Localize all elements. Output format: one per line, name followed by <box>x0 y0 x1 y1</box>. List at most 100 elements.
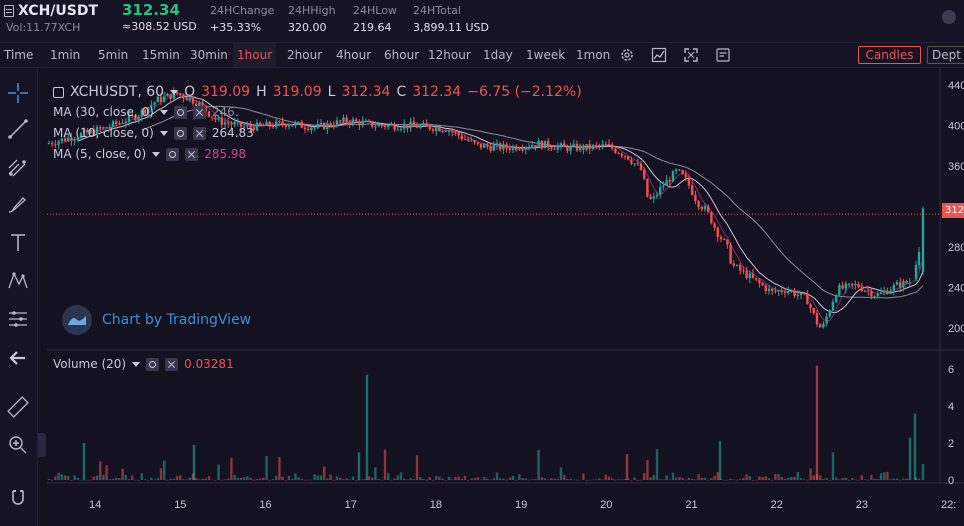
expand-toolbar-tab[interactable] <box>38 433 46 457</box>
candle-body <box>329 123 332 127</box>
interval-1mon[interactable]: 1mon <box>576 48 611 62</box>
gear-icon[interactable] <box>173 126 187 140</box>
magnet-icon[interactable] <box>5 486 31 512</box>
candle-body <box>550 147 553 149</box>
ma10-legend: MA (10, close, 0) 264.83 <box>53 126 254 140</box>
collapse-icon[interactable] <box>53 86 64 98</box>
gear-icon[interactable] <box>619 47 635 63</box>
back-arrow-icon[interactable] <box>5 345 31 371</box>
brand-icon[interactable] <box>942 10 956 24</box>
interval-5min[interactable]: 5min <box>98 48 129 62</box>
notes-icon[interactable] <box>715 47 731 63</box>
close-icon[interactable] <box>165 357 179 371</box>
interval-30min[interactable]: 30min <box>190 48 228 62</box>
volume-bar <box>595 479 598 480</box>
candle-body <box>159 96 163 102</box>
candle-body <box>691 185 694 195</box>
pair-block: XCH/USDT Vol:11.77XCH <box>4 2 98 36</box>
volume-bar <box>201 478 204 480</box>
candle-body <box>655 194 659 197</box>
close-icon[interactable] <box>192 126 206 140</box>
ruler-icon[interactable] <box>5 394 31 420</box>
interval-12hour[interactable]: 12hour <box>428 48 471 62</box>
volume-bar <box>163 460 166 480</box>
trendline-icon[interactable] <box>5 116 31 142</box>
candle-body <box>76 137 79 140</box>
chevron-down-icon[interactable] <box>159 130 168 136</box>
volume-bar <box>339 477 342 480</box>
volume-bar <box>361 479 364 480</box>
volume-tick-label: 4 <box>948 401 954 413</box>
volume-bar <box>550 478 553 480</box>
chart-icon[interactable] <box>651 47 667 63</box>
fullscreen-icon[interactable] <box>683 47 699 63</box>
pitchfork-icon[interactable] <box>5 154 31 180</box>
candle-body <box>620 153 623 156</box>
candle-body <box>137 116 140 120</box>
candles-button[interactable]: Candles <box>858 46 921 64</box>
interval-2hour[interactable]: 2hour <box>287 48 323 62</box>
candle-body <box>102 127 105 129</box>
depth-button[interactable]: Dept <box>927 46 964 64</box>
volume-bar <box>217 464 220 480</box>
pattern-icon[interactable] <box>5 268 31 294</box>
candle-body <box>838 285 841 296</box>
document-icon[interactable] <box>4 5 14 17</box>
candle-body <box>227 122 230 124</box>
candle-body <box>310 128 313 131</box>
candle-body <box>636 163 639 165</box>
text-icon[interactable] <box>5 230 31 256</box>
gear-icon[interactable] <box>166 147 180 161</box>
interval-1day[interactable]: 1day <box>483 48 513 62</box>
volume-bar <box>745 474 748 480</box>
brush-icon[interactable] <box>5 192 31 218</box>
interval-4hour[interactable]: 4hour <box>336 48 372 62</box>
volume-bar <box>809 468 812 480</box>
close-icon[interactable] <box>192 105 206 119</box>
gear-icon[interactable] <box>146 357 160 371</box>
candle-body <box>726 239 729 245</box>
interval-1hour[interactable]: 1hour <box>233 43 277 67</box>
volume-bar <box>534 479 537 480</box>
interval-1min[interactable]: 1min <box>50 48 81 62</box>
total-stat: 24HTotal 3,899.11 USD <box>413 2 489 36</box>
candle-body <box>732 263 735 266</box>
volume-bar <box>883 472 886 480</box>
gear-icon[interactable] <box>173 105 187 119</box>
volume-bar <box>188 477 191 480</box>
crosshair-icon[interactable] <box>5 80 31 106</box>
candle-body <box>441 131 444 133</box>
tradingview-watermark[interactable]: Chart by TradingView <box>62 305 251 335</box>
volume-bar <box>76 477 79 480</box>
candle-body <box>460 135 463 140</box>
chart-canvas[interactable]: 4404003603202802402006420141516171819202… <box>47 68 964 526</box>
price-tick-label: 280 <box>948 242 964 254</box>
interval-6hour[interactable]: 6hour <box>384 48 420 62</box>
symbol-label: XCHUSDT, 60 <box>70 84 165 100</box>
candle-body <box>121 122 124 124</box>
candle-body <box>665 179 668 186</box>
volume-bar <box>220 479 223 481</box>
interval-15min[interactable]: 15min <box>142 48 180 62</box>
chart-area[interactable]: 4404003603202802402006420141516171819202… <box>47 68 964 526</box>
interval-1week[interactable]: 1week <box>526 48 566 62</box>
time-label[interactable]: Time <box>4 48 34 62</box>
pair-title[interactable]: XCH/USDT <box>4 2 98 20</box>
candle-body <box>860 287 863 291</box>
zoom-icon[interactable] <box>5 432 31 458</box>
volume-bar <box>473 477 476 480</box>
volume-bar <box>556 479 559 480</box>
candle-body <box>847 283 851 285</box>
chevron-down-icon[interactable] <box>152 151 161 157</box>
chevron-down-icon[interactable] <box>159 109 168 115</box>
volume-bar <box>604 474 607 480</box>
volume-bar <box>115 477 118 480</box>
candle-body <box>275 121 278 128</box>
measure-icon[interactable] <box>5 306 31 332</box>
chevron-down-icon[interactable] <box>170 89 179 95</box>
candle-body <box>815 313 819 325</box>
chevron-down-icon[interactable] <box>132 361 141 367</box>
candle-body <box>892 285 895 291</box>
close-icon[interactable] <box>185 147 199 161</box>
volume-bar <box>326 478 329 480</box>
